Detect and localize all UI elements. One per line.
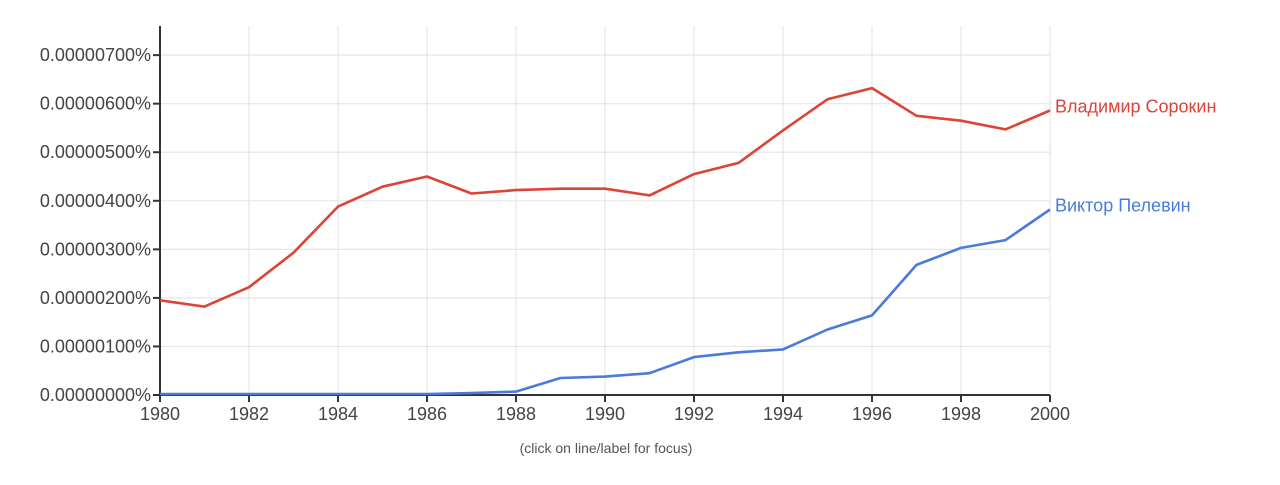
x-tick-label: 1986 (407, 404, 447, 424)
x-tick-label: 1982 (229, 404, 269, 424)
y-tick-label: 0.00000100% (40, 336, 151, 356)
series-label-0[interactable]: Владимир Сорокин (1055, 96, 1216, 116)
y-tick-label: 0.00000500% (40, 142, 151, 162)
y-tick-label: 0.00000700% (40, 45, 151, 65)
x-tick-label: 1998 (941, 404, 981, 424)
focus-hint: (click on line/label for focus) (519, 440, 693, 456)
series-line-1[interactable] (160, 208, 1051, 396)
x-tick-label: 1988 (496, 404, 536, 424)
y-tick-label: 0.00000600% (40, 94, 151, 114)
series-label-1[interactable]: Виктор Пелевин (1055, 196, 1191, 216)
series-line-0[interactable] (159, 86, 1051, 308)
y-tick-label: 0.00000000% (40, 385, 151, 405)
ngram-line-chart: 0.00000000% 0.00000100% 0.00000200% 0.00000… (40, 26, 1216, 424)
x-tick-label: 1980 (140, 404, 180, 424)
x-tick-label: 1994 (763, 404, 803, 424)
x-tick-label: 1992 (674, 404, 714, 424)
x-tick-label: 1990 (585, 404, 625, 424)
x-tick-label: 2000 (1030, 404, 1070, 424)
x-tick-label: 1996 (852, 404, 892, 424)
y-tick-label: 0.00000200% (40, 288, 151, 308)
y-tick-label: 0.00000300% (40, 239, 151, 259)
x-tick-label: 1984 (318, 404, 358, 424)
y-tick-label: 0.00000400% (40, 191, 151, 211)
